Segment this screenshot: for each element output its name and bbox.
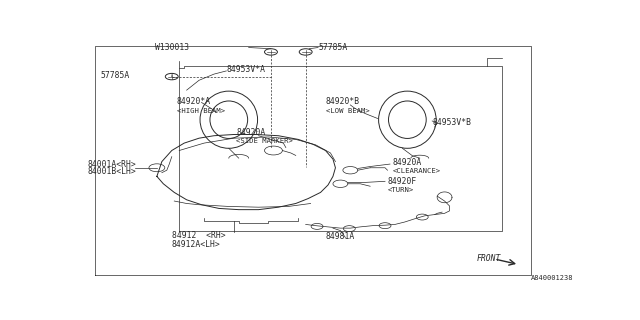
Text: <LOW BEAM>: <LOW BEAM> xyxy=(326,108,369,114)
Text: 84001A<RH>: 84001A<RH> xyxy=(88,160,136,169)
Text: <CLEARANCE>: <CLEARANCE> xyxy=(392,168,440,174)
Text: <HIGH BEAM>: <HIGH BEAM> xyxy=(177,108,225,114)
Text: 84912A<LH>: 84912A<LH> xyxy=(172,240,221,249)
Text: 84920*A: 84920*A xyxy=(177,98,211,107)
Text: W130013: W130013 xyxy=(155,43,189,52)
Text: A840001238: A840001238 xyxy=(531,275,573,281)
Text: 84981A: 84981A xyxy=(326,231,355,241)
Text: 57785A: 57785A xyxy=(318,43,348,52)
Text: 84920A: 84920A xyxy=(236,128,266,137)
Text: 84001B<LH>: 84001B<LH> xyxy=(88,167,136,176)
Text: 57785A: 57785A xyxy=(100,71,129,80)
Text: <SIDE MARKER>: <SIDE MARKER> xyxy=(236,138,293,144)
Text: 84912  <RH>: 84912 <RH> xyxy=(172,230,225,240)
Text: 84920F: 84920F xyxy=(388,177,417,186)
Text: <TURN>: <TURN> xyxy=(388,187,414,193)
Text: 84953V*B: 84953V*B xyxy=(432,118,471,127)
Text: 84920*B: 84920*B xyxy=(326,98,360,107)
Text: 84920A: 84920A xyxy=(392,157,422,167)
Text: FRONT: FRONT xyxy=(477,254,501,263)
Text: 84953V*A: 84953V*A xyxy=(227,65,266,75)
